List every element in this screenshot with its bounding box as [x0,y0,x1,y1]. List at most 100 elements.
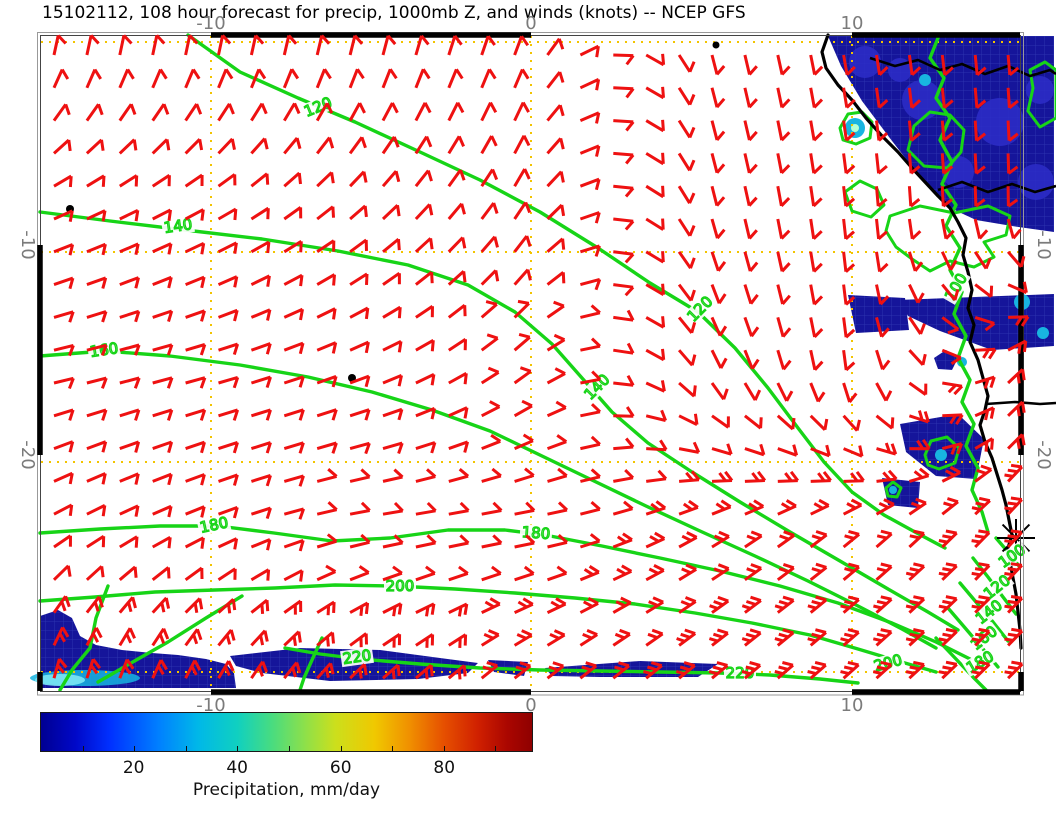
wind-barb [645,184,665,199]
wind-barb [382,534,404,549]
wind-barb [283,171,302,188]
wind-barb [940,218,955,240]
wind-barb [1004,463,1024,483]
wind-barb [875,284,890,306]
wind-barb [678,499,699,516]
colorbar-minor-tick [82,746,84,751]
wind-barb [710,185,726,207]
wind-barb [1004,660,1024,680]
wind-barb [975,347,997,360]
wind-barb [52,626,70,647]
wind-barb [1008,315,1030,327]
wind-barb [382,663,401,680]
colorbar-gradient [40,712,533,752]
wind-barb [776,185,791,207]
wind-barb [217,308,239,322]
height-contour [96,594,244,684]
wind-barb [316,408,338,421]
wind-barb [645,53,666,67]
wind-barb [843,471,865,483]
wind-barb [708,661,729,680]
wind-barb [613,184,635,198]
wind-barb [677,218,696,237]
wind-barb [546,367,566,385]
wind-barb [447,304,467,319]
wind-barb [250,68,267,89]
wind-barb [85,34,100,56]
wind-barb [283,599,303,615]
x-axis-tick-label-bottom: 0 [525,695,536,716]
wind-barb [810,470,832,483]
wind-barb [151,659,168,679]
wind-barb [283,408,305,421]
wind-barb [86,408,108,421]
wind-barb [711,414,730,429]
wind-barb [777,444,799,457]
wind-barb [86,472,107,485]
wind-barb [613,53,635,66]
wind-barb [743,218,758,240]
height-contour [298,636,324,692]
wind-barb [873,595,893,614]
border-line [985,400,1056,406]
wind-barb [875,186,888,208]
wind-barb [875,317,890,338]
wind-barb [875,349,891,371]
wind-barb [875,529,893,549]
wind-barb [316,239,336,254]
wind-barb [513,201,532,220]
wind-barb [414,135,433,155]
wind-barb [971,595,991,614]
wind-barb [382,441,404,454]
wind-barb [872,628,893,647]
wind-barb [447,135,465,155]
wind-barb [1004,627,1024,647]
wind-barb [86,174,106,188]
wind-barb [316,374,338,388]
wind-barb [448,565,469,582]
wind-barb [908,497,927,516]
wind-barb [316,136,335,155]
colorbar-minor-tick [134,746,136,751]
wind-barb [875,382,893,402]
wind-barb [840,660,860,680]
wind-barb [677,316,697,334]
wind-barb [776,153,791,175]
wind-barb [776,382,794,402]
wind-barb [349,306,370,320]
wind-barb [86,209,107,222]
wind-barb [909,438,931,451]
wind-barb [842,562,860,581]
wind-barb [315,102,334,122]
wind-barb [613,217,635,231]
wind-barb [184,536,205,549]
wind-barb [744,470,767,483]
precip-region [898,294,1054,350]
wind-barb [316,307,337,320]
wind-barb [283,102,301,122]
wind-barb [481,565,502,582]
wind-barb [349,374,371,388]
wind-barb [184,628,203,647]
wind-barb [741,628,762,647]
wind-barb [217,628,236,647]
wind-barb [283,206,303,221]
wind-barb [974,437,994,452]
wind-barb [151,103,170,122]
wind-barb [53,174,73,188]
wind-barb [613,342,635,355]
wind-barb [349,601,370,616]
wind-barb [316,501,338,516]
wind-barb [217,660,235,679]
wind-barb [118,34,133,56]
wind-barb [86,440,108,453]
wind-barb [677,86,696,106]
wind-barb [678,596,697,614]
wind-barb [316,273,336,286]
wind-barb [579,44,600,58]
wind-barb [250,172,270,188]
y-axis-tick-label-right: -20 [1033,440,1054,469]
wind-barb [86,504,107,517]
wind-barb [185,376,207,389]
wind-barb [118,174,139,188]
